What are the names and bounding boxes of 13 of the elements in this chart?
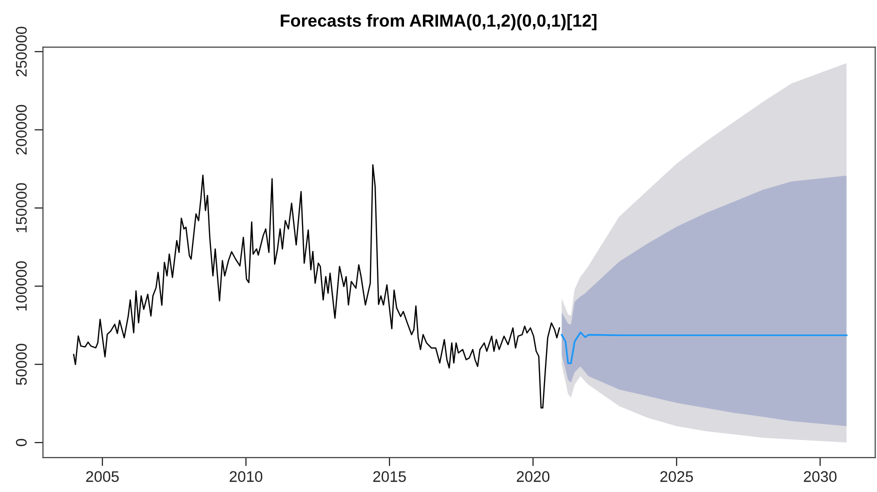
chart-title: Forecasts from ARIMA(0,1,2)(0,0,1)[12] <box>280 14 596 30</box>
x-tick-label: 2025 <box>660 471 693 482</box>
y-tick-label: 100000 <box>16 261 27 310</box>
x-tick-label: 2020 <box>516 471 550 482</box>
y-tick-label: 50000 <box>16 344 27 385</box>
x-tick-label: 2015 <box>373 471 406 482</box>
y-tick-label: 200000 <box>16 104 27 155</box>
x-tick-label: 2010 <box>230 471 262 482</box>
x-tick-label: 2030 <box>804 471 837 482</box>
y-tick-label: 150000 <box>16 183 27 232</box>
x-tick-label: 2005 <box>86 471 119 482</box>
y-tick-label: 0 <box>16 438 27 446</box>
y-tick-label: 250000 <box>16 26 27 76</box>
